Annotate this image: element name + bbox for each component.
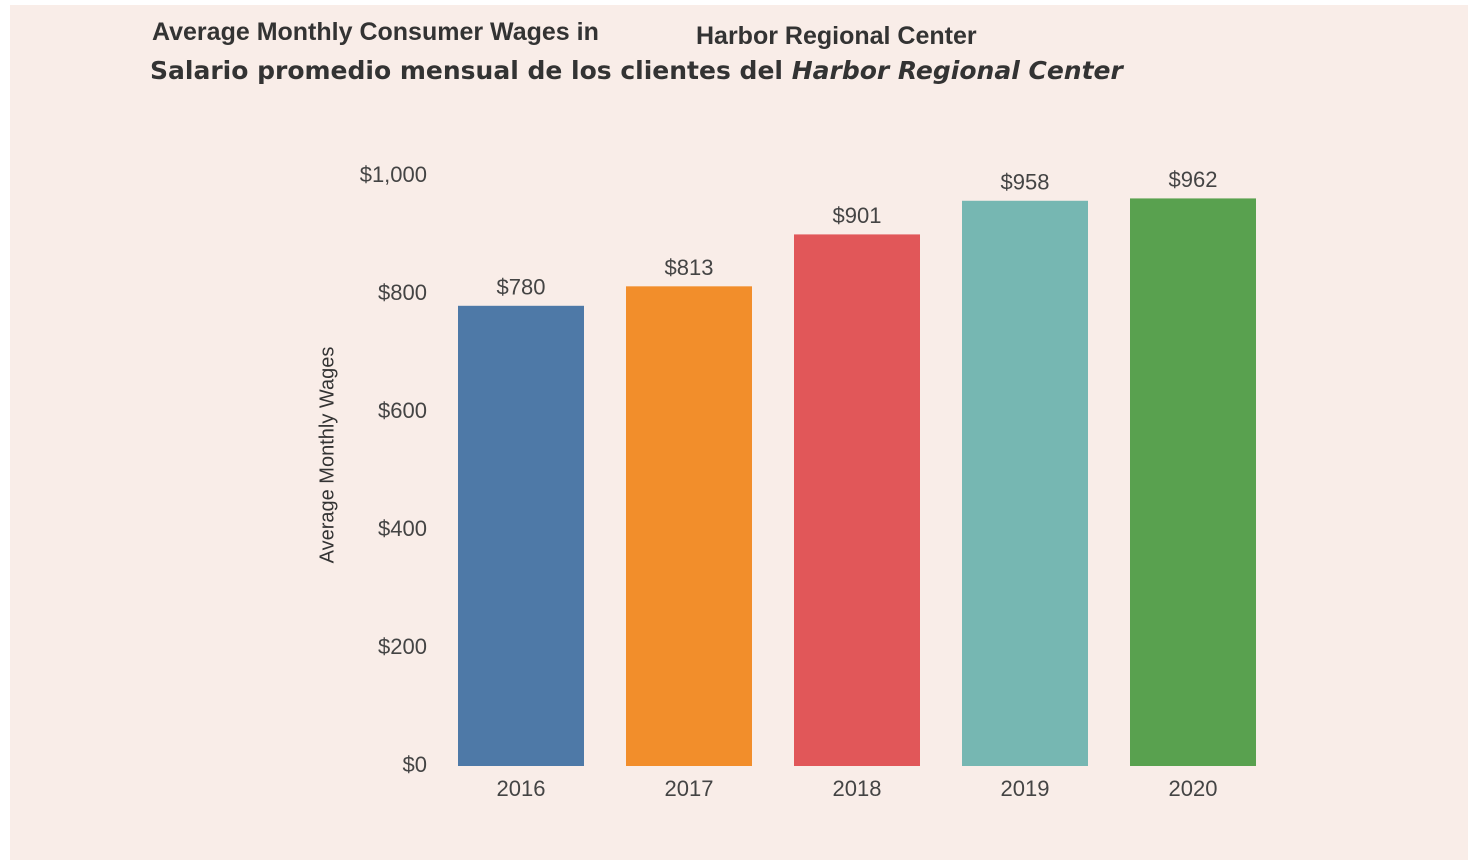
title-part: Harbor Regional Center xyxy=(696,22,977,50)
chart-title: Average Monthly Consumer Wages in Harbor … xyxy=(152,18,977,50)
x-tick-label: 2019 xyxy=(1001,776,1050,801)
y-tick-label: $800 xyxy=(378,280,427,305)
value-label: $780 xyxy=(497,275,546,300)
y-tick-label: $1,000 xyxy=(360,162,427,187)
x-tick-label: 2020 xyxy=(1169,776,1218,801)
y-tick-label: $600 xyxy=(378,398,427,423)
bar xyxy=(794,234,920,766)
subtitle-part: Salario promedio mensual de los clientes… xyxy=(150,56,783,85)
y-tick-label: $200 xyxy=(378,634,427,659)
value-label: $901 xyxy=(833,203,882,228)
value-label: $962 xyxy=(1169,167,1218,192)
bar xyxy=(626,286,752,766)
bar xyxy=(1130,198,1256,767)
chart-subtitle: Salario promedio mensual de los clientes… xyxy=(150,56,1124,85)
bar xyxy=(962,200,1088,766)
subtitle-part: Harbor Regional Center xyxy=(792,56,1125,85)
y-tick-label: $400 xyxy=(378,516,427,541)
x-tick-label: 2018 xyxy=(833,776,882,801)
x-tick-label: 2017 xyxy=(665,776,714,801)
y-tick-label: $0 xyxy=(403,752,427,777)
value-label: $958 xyxy=(1001,170,1050,195)
x-tick-label: 2016 xyxy=(497,776,546,801)
title-part: Average Monthly Consumer Wages in xyxy=(152,18,599,46)
y-axis-label: Average Monthly Wages xyxy=(316,347,338,564)
value-label: $813 xyxy=(665,255,714,280)
bar xyxy=(458,305,584,766)
